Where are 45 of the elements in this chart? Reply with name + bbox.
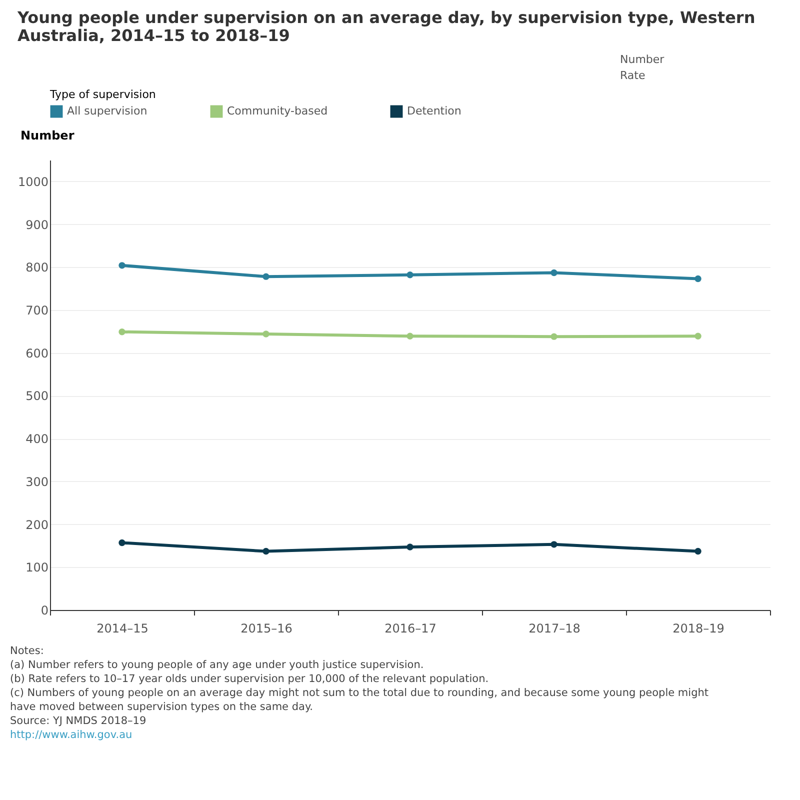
text: http://www.aihw.gov.au bbox=[10, 729, 132, 741]
point bbox=[550, 333, 558, 340]
source-note: Source: YJ NMDS 2018–19 bbox=[10, 715, 146, 727]
y-tick-label: 300 bbox=[26, 474, 48, 489]
legend-title: Type of supervision bbox=[49, 88, 156, 101]
x-tick-label: 2016–17 bbox=[384, 622, 436, 636]
y-tick-label: 400 bbox=[26, 432, 48, 446]
text: (b) Rate refers to 10–17 year olds under supervision per 10,000 of the relevant population. bbox=[10, 673, 489, 685]
y-axis-title: Number bbox=[20, 128, 74, 142]
legend-label: All supervision bbox=[67, 104, 148, 118]
point bbox=[262, 330, 270, 338]
legend-label: Community-based bbox=[227, 104, 328, 118]
y-tick-label: 100 bbox=[26, 560, 48, 575]
chart-title: Young people under supervision on an average day, by supervision type, Western Australia, 2014–15 to 2018–19 bbox=[16, 8, 756, 45]
point bbox=[118, 328, 126, 336]
y-tick-label: 600 bbox=[26, 346, 48, 360]
y-tick-label: 200 bbox=[26, 518, 48, 532]
y-tick-label: 900 bbox=[26, 218, 48, 232]
x-tick-label: 2014–15 bbox=[96, 622, 148, 636]
text: Rate bbox=[620, 69, 646, 82]
text: (c) Numbers of young people on an average day might not sum to the total due to rounding, and because some young people might have moved between supervision types on the same day. bbox=[10, 687, 709, 713]
y-tick-label: 700 bbox=[26, 304, 48, 318]
x-tick-label: 2015–16 bbox=[240, 622, 292, 636]
x-tick-label: 2018–19 bbox=[672, 622, 724, 636]
y-tick-label: 500 bbox=[26, 389, 48, 404]
point bbox=[262, 548, 270, 555]
point bbox=[118, 539, 126, 546]
point bbox=[550, 541, 558, 548]
point bbox=[262, 273, 270, 280]
point bbox=[406, 272, 414, 278]
y-tick-label: 1000 bbox=[18, 174, 48, 189]
text: Notes: bbox=[10, 645, 44, 657]
x-tick-label: 2017–18 bbox=[528, 622, 580, 636]
text: Number bbox=[620, 53, 665, 66]
legend-label: Detention bbox=[407, 104, 462, 118]
point bbox=[694, 275, 702, 282]
point bbox=[406, 544, 414, 550]
y-tick-label: 800 bbox=[26, 260, 48, 275]
text: (a) Number refers to young people of any age under youth justice supervision. bbox=[10, 659, 424, 671]
y-tick-label: 0 bbox=[40, 604, 48, 618]
point bbox=[550, 269, 558, 276]
point bbox=[118, 262, 126, 269]
point bbox=[694, 332, 702, 340]
point bbox=[406, 332, 414, 340]
point bbox=[694, 548, 702, 555]
